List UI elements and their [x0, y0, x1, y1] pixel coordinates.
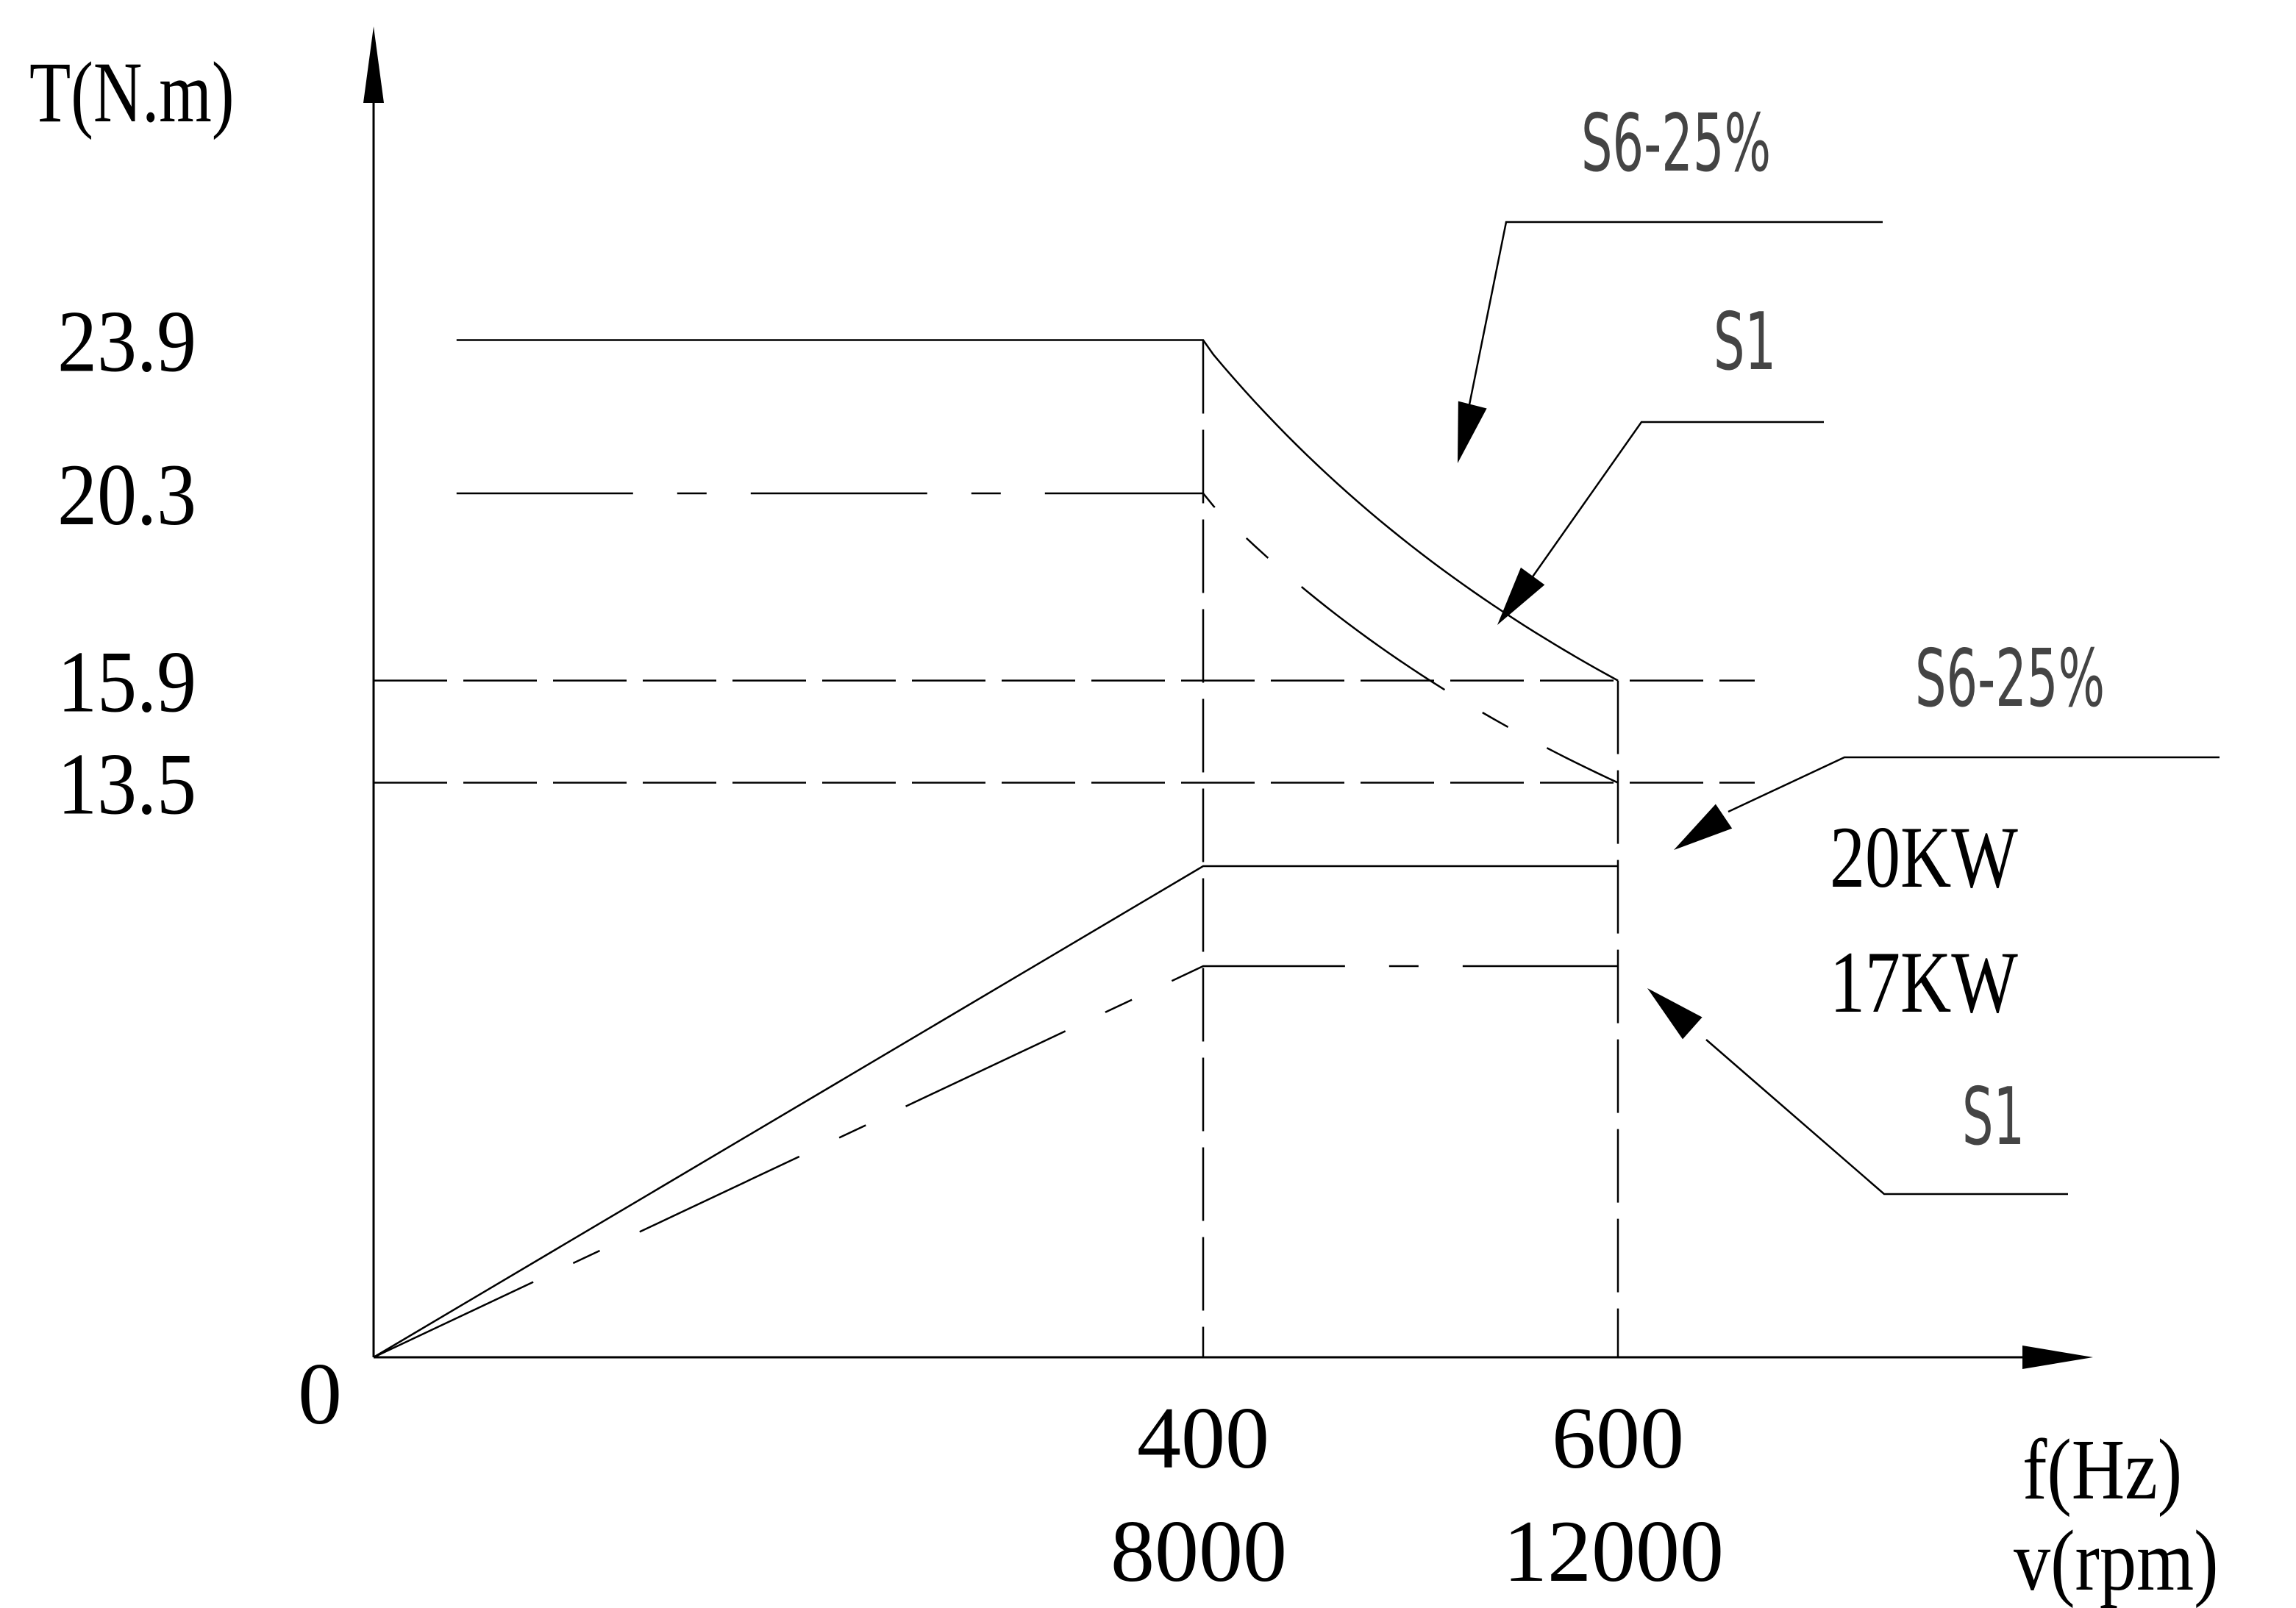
axis-labels: T(N.m) 23.9 20.3 15.913.5 0 400 8000 600 12000 f(… [29, 44, 2219, 1608]
annotation-torque-s6-label: S6-25% [1581, 98, 1771, 190]
series-curves [373, 339, 1619, 1359]
annotation-power-s6-arrow-icon [1674, 804, 1733, 850]
axes [363, 26, 2093, 1369]
annotation-power-s1-label: S1 [1962, 1071, 2025, 1163]
annotation-torque-s6-leader [1461, 221, 1883, 442]
x-tick-rpm-label-8000: 8000 [1110, 1502, 1287, 1600]
y-tick-label-15-9: 15.9 [57, 632, 196, 730]
series-torque-s6-line [456, 339, 1619, 682]
x-tick-rpm-label-12000: 12000 [1503, 1502, 1724, 1600]
series-annotations: S6-25% S1 S6-25% 20KW 17KW S1 [1458, 98, 2220, 1196]
y-axis-arrow-icon [363, 26, 384, 103]
x-tick-label-600: 600 [1552, 1389, 1684, 1487]
x-tick-label-400: 400 [1137, 1389, 1269, 1487]
annotation-power-s6-label: S6-25% [1915, 633, 2105, 725]
annotation-power-s6-leader [1728, 756, 2220, 813]
annotation-torque-s1-arrow-icon [1497, 567, 1545, 625]
x-axis-title: f(Hz) [2022, 1421, 2182, 1517]
series-power-s6-line [373, 865, 1618, 1359]
y-tick-label-13-5: 13.5 [57, 735, 196, 832]
reference-lines [374, 340, 1755, 1357]
power-label-20kw: 20KW [1830, 808, 2018, 907]
x-axis-title-secondary: v(rpm) [2014, 1512, 2219, 1608]
series-power-s1-line [373, 965, 1618, 1359]
x-axis-arrow-icon [2022, 1346, 2093, 1369]
y-tick-label-23-9: 23.9 [57, 292, 196, 390]
annotation-torque-s1-label: S1 [1714, 296, 1776, 388]
y-axis-title: T(N.m) [29, 44, 235, 140]
power-label-17kw: 17KW [1830, 933, 2018, 1032]
annotation-power-s1-arrow-icon [1647, 988, 1703, 1040]
annotation-torque-s1-leader [1528, 421, 1824, 582]
annotation-torque-s6-arrow-icon [1458, 401, 1487, 463]
annotation-power-s1-leader [1705, 1039, 2068, 1196]
origin-label: 0 [298, 1345, 342, 1443]
series-torque-s1-line [456, 492, 1619, 784]
y-tick-label-20-3: 20.3 [57, 446, 196, 543]
